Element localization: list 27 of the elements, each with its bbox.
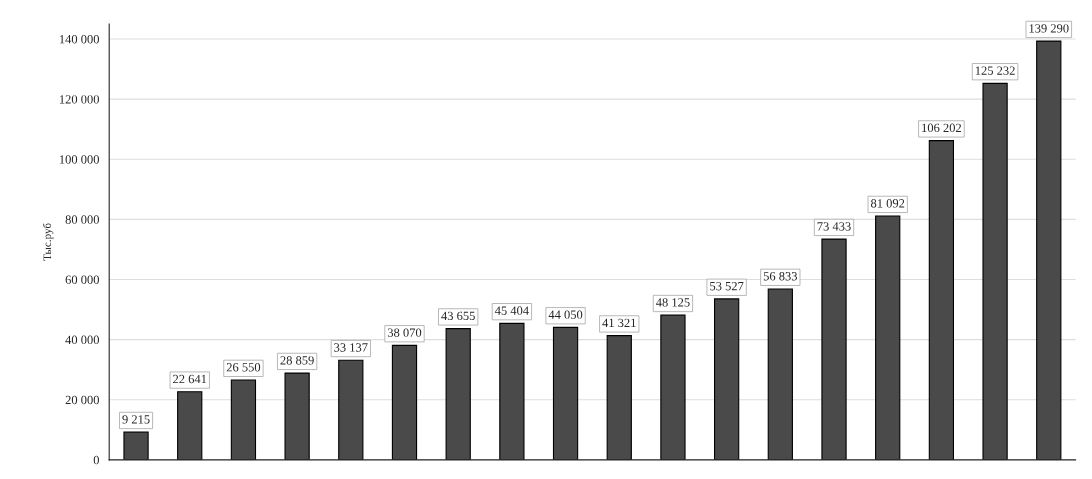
y-tick-label: 60 000 bbox=[65, 275, 99, 284]
data-label: 45 404 bbox=[494, 306, 529, 315]
data-label: 33 137 bbox=[334, 343, 368, 352]
y-tick-label: 80 000 bbox=[65, 215, 99, 224]
y-tick-label: 140 000 bbox=[59, 35, 99, 44]
y-tick-label: 40 000 bbox=[65, 335, 99, 345]
y-tick-label: 120 000 bbox=[59, 95, 99, 104]
data-label: 125 232 bbox=[975, 66, 1015, 75]
data-label: 41 321 bbox=[602, 318, 636, 328]
data-label: 22 641 bbox=[173, 374, 207, 384]
data-label: 38 070 bbox=[387, 328, 422, 337]
y-axis-title: Тыс.руб bbox=[42, 223, 54, 261]
data-label: 48 125 bbox=[656, 298, 690, 307]
data-label: 26 550 bbox=[226, 363, 261, 372]
data-label: 43 655 bbox=[441, 311, 475, 321]
y-tick-label: 20 000 bbox=[65, 395, 99, 405]
data-label: 73 433 bbox=[817, 222, 851, 231]
y-tick-label: 0 bbox=[93, 455, 99, 465]
data-label: 9 215 bbox=[122, 415, 150, 424]
data-label: 53 527 bbox=[710, 281, 744, 291]
data-label: 44 050 bbox=[548, 310, 583, 319]
data-label: 56 833 bbox=[763, 272, 798, 281]
data-label: 106 202 bbox=[922, 123, 962, 133]
data-label: 139 290 bbox=[1029, 24, 1069, 33]
y-tick-label: 100 000 bbox=[59, 155, 99, 164]
data-label: 81 092 bbox=[870, 199, 905, 208]
data-label: 28 859 bbox=[280, 356, 314, 365]
